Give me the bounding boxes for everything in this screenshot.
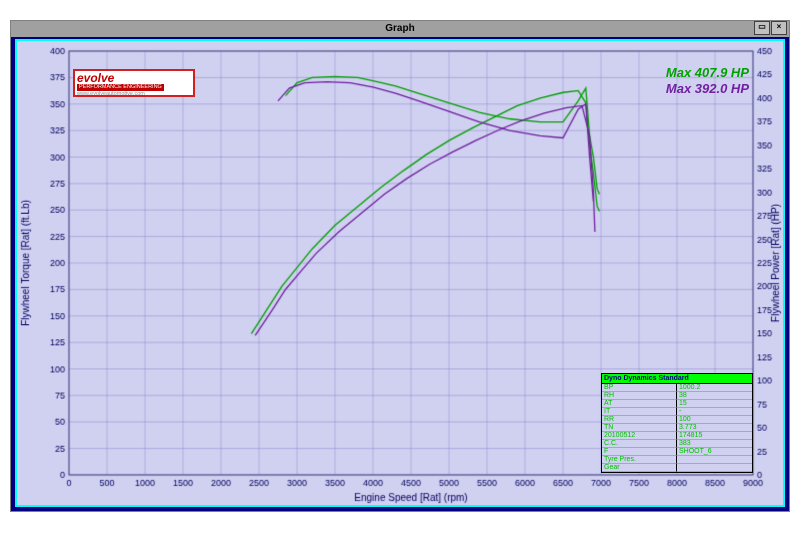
chart-container: evolve PERFORMANCE ENGINEERING www.evolv… <box>15 39 785 507</box>
info-key: BP <box>602 384 677 392</box>
max-power-run1: Max 407.9 HP <box>666 65 749 80</box>
info-row: FSHOOT_6 <box>602 448 752 456</box>
info-row: RH38 <box>602 392 752 400</box>
info-key: F <box>602 448 677 456</box>
info-val: 383 <box>677 440 752 448</box>
info-table-header: Dyno Dynamics Standard <box>602 374 752 384</box>
brand-logo: evolve PERFORMANCE ENGINEERING www.evolv… <box>73 69 195 97</box>
app-window: Graph ▭ × evolve PERFORMANCE ENGINEERING… <box>10 20 790 512</box>
run-info-table: Dyno Dynamics Standard BP1000.2RH38AT15I… <box>601 373 753 473</box>
info-val: 174815 <box>677 432 752 440</box>
info-key: RR <box>602 416 677 424</box>
info-key: RH <box>602 392 677 400</box>
window-titlebar[interactable]: Graph ▭ × <box>11 21 789 37</box>
info-row: RR100 <box>602 416 752 424</box>
brand-url: www.evolveautomotive.com <box>77 91 191 97</box>
info-val: SHOOT_6 <box>677 448 752 456</box>
info-row: C.C.383 <box>602 440 752 448</box>
info-key: 20100512 <box>602 432 677 440</box>
info-val: 3.773 <box>677 424 752 432</box>
window-restore-button[interactable]: ▭ <box>754 21 770 35</box>
info-val <box>677 456 752 464</box>
info-key: C.C. <box>602 440 677 448</box>
info-val <box>677 464 752 472</box>
max-power-run2: Max 392.0 HP <box>666 81 749 96</box>
info-val: 100 <box>677 416 752 424</box>
info-row: AT15 <box>602 400 752 408</box>
titlebar-buttons: ▭ × <box>753 21 787 35</box>
info-key: IT <box>602 408 677 416</box>
info-row: BP1000.2 <box>602 384 752 392</box>
info-val: 15 <box>677 400 752 408</box>
info-key: AT <box>602 400 677 408</box>
info-row: TN3.773 <box>602 424 752 432</box>
window-close-button[interactable]: × <box>771 21 787 35</box>
window-title: Graph <box>385 23 414 34</box>
info-val: 1000.2 <box>677 384 752 392</box>
info-key: Gear <box>602 464 677 472</box>
info-key: TN <box>602 424 677 432</box>
info-key: Tyre Pres. <box>602 456 677 464</box>
info-row: 20100512174815 <box>602 432 752 440</box>
info-val: - <box>677 408 752 416</box>
info-row: IT- <box>602 408 752 416</box>
brand-tagline: PERFORMANCE ENGINEERING <box>77 84 164 91</box>
info-row: Gear <box>602 464 752 472</box>
info-row: Tyre Pres. <box>602 456 752 464</box>
brand-name: evolve <box>77 73 191 83</box>
info-val: 38 <box>677 392 752 400</box>
